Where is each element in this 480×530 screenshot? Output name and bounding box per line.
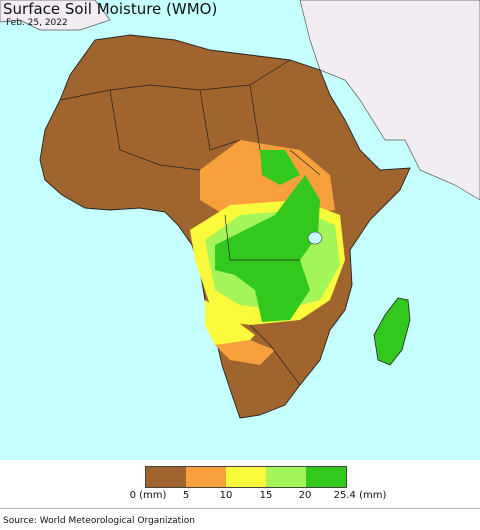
legend-tick-5: 25.4 (mm) (333, 490, 387, 501)
country-borders (59, 59, 321, 386)
map-date: Feb. 25, 2022 (6, 18, 68, 28)
legend-swatch-0 (146, 467, 186, 487)
region-south-moderate (215, 340, 275, 365)
legend: 0 (mm) 5 10 15 20 25.4 (mm) (0, 464, 480, 508)
map-title: Surface Soil Moisture (WMO) (3, 0, 218, 18)
legend-swatch-4 (306, 467, 346, 487)
region-south-medium (205, 300, 255, 350)
source-note: Source: World Meteorological Organizatio… (3, 516, 195, 526)
legend-swatch-3 (266, 467, 306, 487)
footer-divider (0, 508, 480, 509)
legend-tick-2: 10 (219, 490, 233, 501)
legend-tick-0: 0 (mm) (129, 490, 167, 501)
legend-colorbar (145, 466, 347, 488)
outside-land (299, 0, 480, 201)
legend-tick-3: 15 (259, 490, 273, 501)
africa-map (0, 0, 480, 460)
map-area (0, 0, 480, 460)
legend-swatch-1 (186, 467, 226, 487)
legend-tick-1: 5 (182, 490, 190, 501)
lake-victoria (307, 231, 323, 245)
region-wet-north (260, 150, 300, 185)
region-wet (215, 175, 320, 322)
legend-swatch-2 (226, 467, 266, 487)
europe-land (0, 0, 111, 31)
madagascar (373, 297, 411, 366)
legend-tick-4: 20 (298, 490, 312, 501)
